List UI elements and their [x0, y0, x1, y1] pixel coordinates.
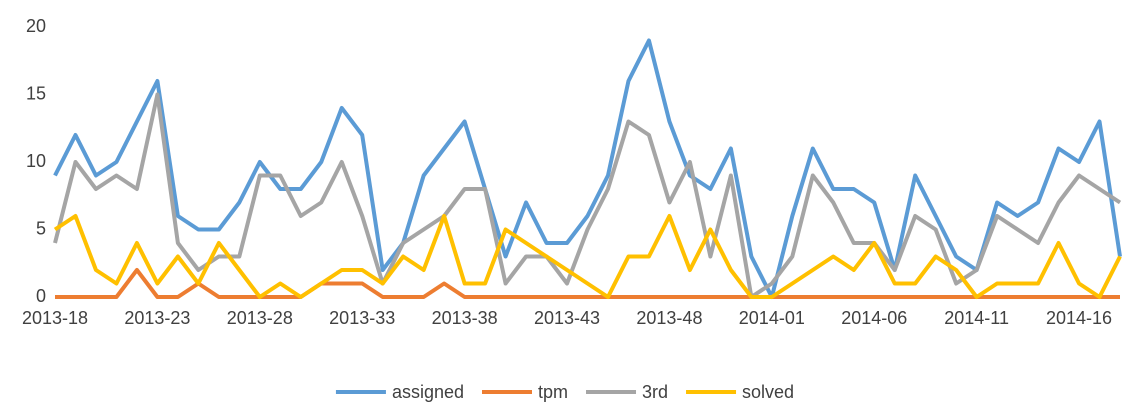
x-tick-label: 2014-16 [1046, 308, 1112, 328]
y-tick-label: 5 [36, 218, 46, 238]
x-tick-label: 2014-01 [739, 308, 805, 328]
legend-label: assigned [392, 382, 464, 402]
y-tick-label: 20 [26, 16, 46, 36]
series-line [55, 268, 1120, 299]
legend-label: solved [742, 382, 794, 402]
y-tick-label: 0 [36, 286, 46, 306]
legend-label: tpm [538, 382, 568, 402]
x-tick-label: 2013-28 [227, 308, 293, 328]
series-line [53, 38, 1122, 299]
x-tick-label: 2013-48 [636, 308, 702, 328]
x-tick-label: 2014-06 [841, 308, 907, 328]
y-tick-label: 15 [26, 83, 46, 103]
x-tick-label: 2013-23 [124, 308, 190, 328]
y-tick-label: 10 [26, 151, 46, 171]
x-tick-label: 2014-11 [944, 308, 1009, 328]
x-tick-label: 2013-33 [329, 308, 395, 328]
x-tick-label: 2013-18 [22, 308, 88, 328]
legend-label: 3rd [642, 382, 668, 402]
series-line [53, 214, 1122, 299]
series-line [53, 92, 1122, 299]
x-tick-label: 2013-43 [534, 308, 600, 328]
x-tick-label: 2013-38 [432, 308, 498, 328]
